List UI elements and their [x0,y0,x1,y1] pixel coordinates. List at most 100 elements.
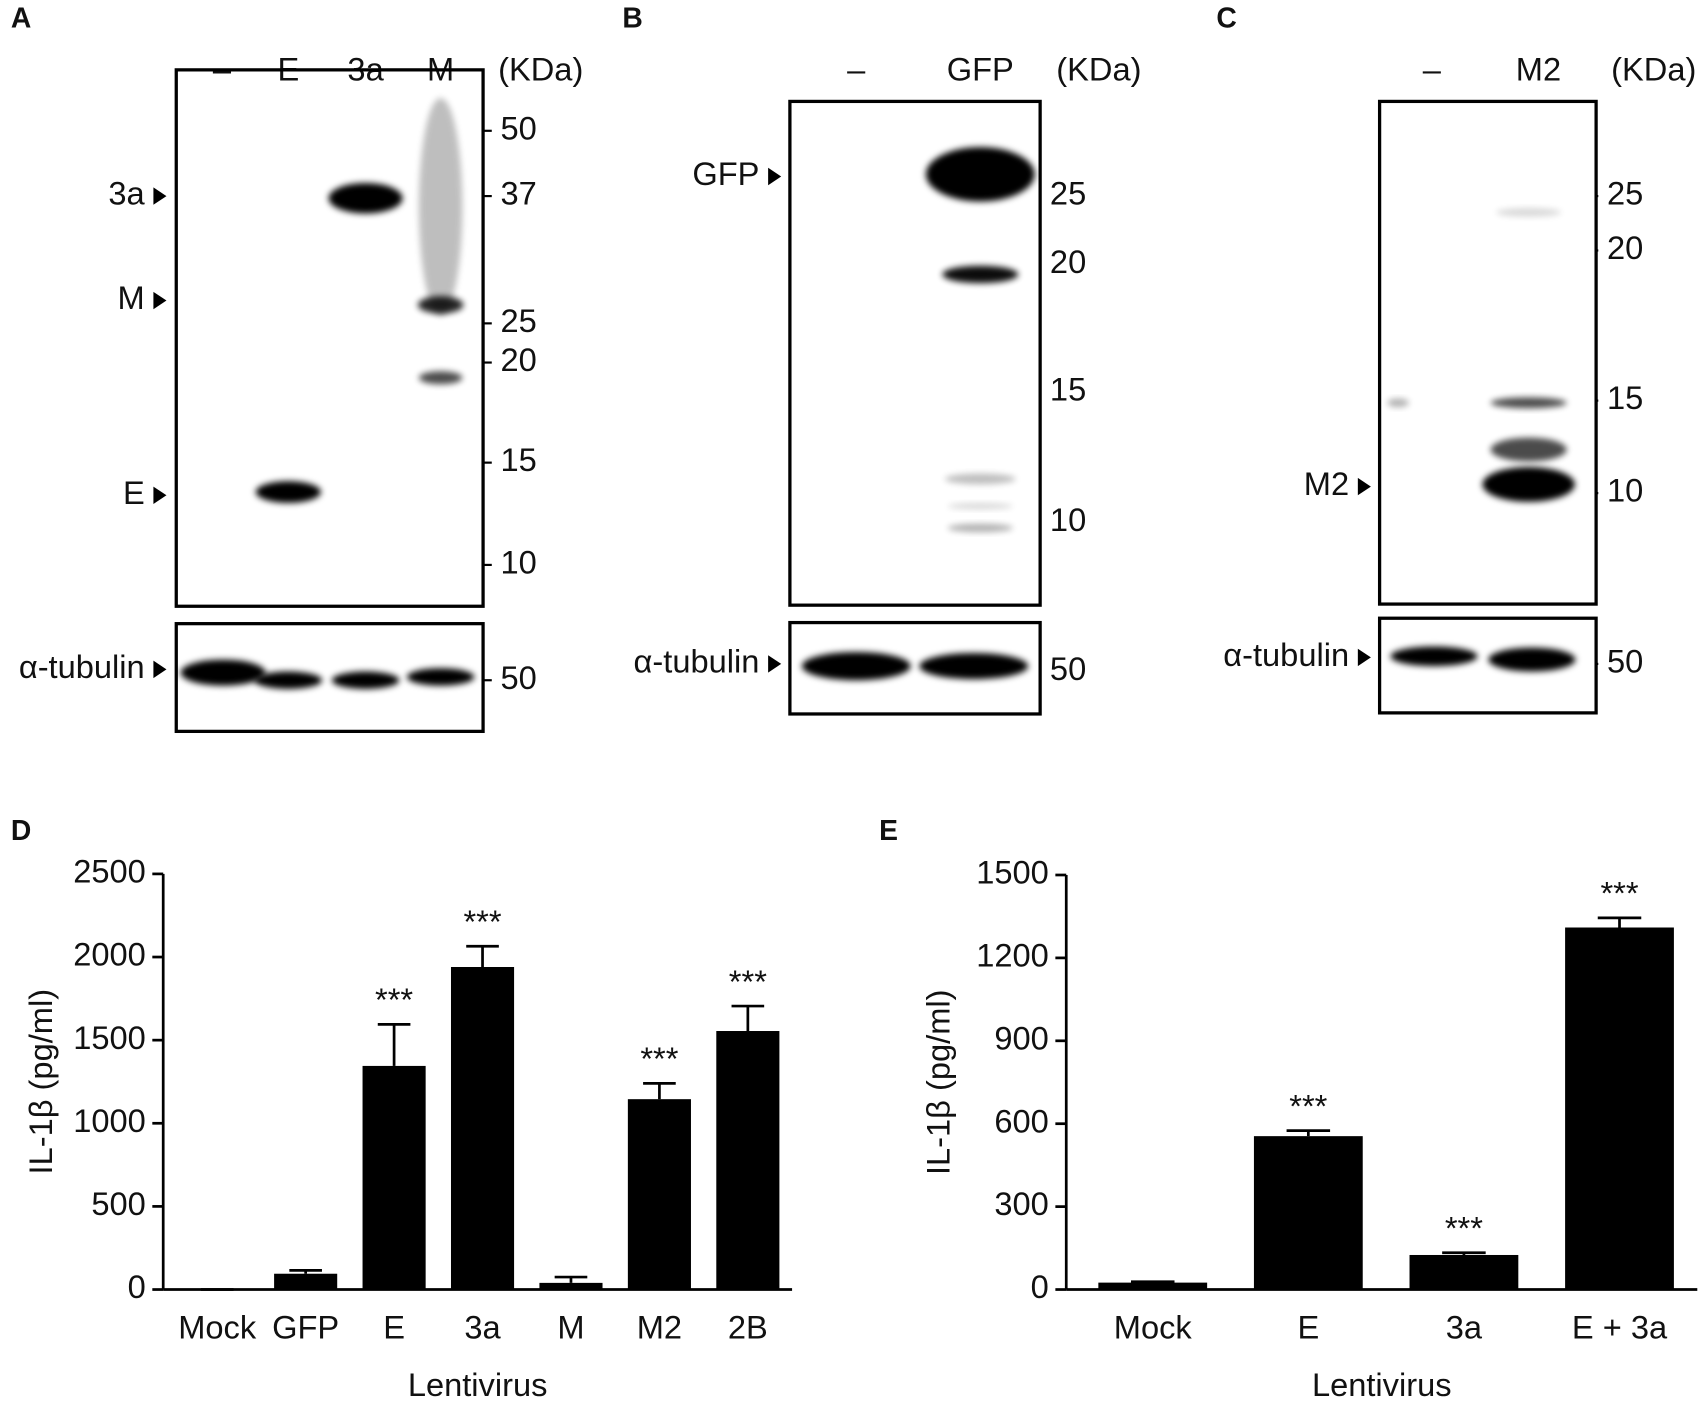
bar [1253,1136,1363,1290]
significance: *** [1600,875,1638,912]
significance: *** [463,903,501,940]
band [1496,208,1562,217]
marker-label: 15 [1050,371,1086,408]
error-bar [1130,1280,1175,1284]
arrowhead [768,655,782,673]
band [801,651,911,681]
error-bar [289,1269,322,1274]
marker-label: 50 [500,109,536,146]
y-tick-label: 0 [1031,1268,1049,1305]
arrow-label: GFP [692,155,759,192]
bar [274,1273,338,1290]
arrowhead [1357,477,1371,496]
lane-label: M2 [1516,51,1561,88]
x-tick-label: E [383,1308,405,1345]
x-axis-title: Lentivirus [1312,1366,1452,1403]
error-bar [643,1082,676,1100]
error-bar [466,944,499,968]
bar [362,1065,426,1290]
panel-letter: E [879,814,898,846]
band [1390,646,1478,667]
x-tick-label: M [557,1308,584,1345]
arrowhead [153,187,167,205]
arrow-label: α-tubulin [634,643,760,680]
y-axis-title: IL-1β (pg/ml) [22,989,59,1175]
y-tick-label: 600 [994,1102,1048,1139]
marker-label: 10 [500,544,536,581]
lane-label: – [847,51,866,88]
x-tick-label: GFP [272,1308,339,1345]
x-tick-label: E + 3a [1572,1308,1668,1345]
band [1387,398,1409,408]
x-tick-label: Mock [1114,1308,1193,1345]
x-tick-label: 2B [728,1308,768,1345]
marker-label: 20 [500,341,536,378]
y-tick-label: 0 [128,1268,146,1305]
error-bar [731,1004,765,1032]
band [418,371,463,385]
y-tick-label: 1200 [976,937,1049,974]
panel-letter: A [11,1,31,33]
y-tick-label: 300 [994,1185,1048,1222]
marker-label: 25 [1050,175,1086,212]
band [254,671,323,689]
error-bar [1286,1129,1331,1137]
band [406,668,475,686]
x-tick-label: 3a [464,1308,501,1345]
bar [716,1031,780,1290]
arrow-label: α-tubulin [19,648,145,685]
marker-label: 15 [500,441,536,478]
band [1488,647,1576,672]
marker-label: 25 [1607,175,1643,212]
arrowhead [1357,648,1371,667]
bar [1098,1282,1208,1290]
band [255,481,321,503]
x-tick-label: E [1297,1308,1319,1345]
band [1490,397,1567,409]
significance: *** [729,963,767,1000]
panel-letter: D [11,814,31,846]
marker-label: 50 [1607,643,1643,680]
blot-frame [1377,616,1598,715]
bar [539,1282,603,1290]
arrow-label: α-tubulin [1223,636,1349,673]
arrow-label: E [123,474,145,511]
blot-frame [788,620,1042,716]
y-tick-label: 500 [91,1185,145,1222]
marker-label: 10 [1050,501,1086,538]
band [331,671,400,689]
band [947,523,1013,533]
band [418,98,463,316]
x-tick-label: Mock [178,1308,257,1345]
y-tick-label: 1500 [73,1019,146,1056]
arrowhead [153,660,167,679]
error-bar [1597,916,1642,928]
error-bar [1442,1251,1486,1255]
significance: *** [1289,1087,1327,1124]
blot-frame [788,99,1042,607]
bar [450,967,515,1290]
marker-label: 37 [500,175,536,212]
y-axis-title: IL-1β (pg/ml) [920,989,957,1175]
marker-label: 50 [500,659,536,696]
y-tick-label: 2500 [73,853,146,890]
panel-letter: B [622,1,642,33]
band [919,653,1029,680]
arrowhead [153,486,167,504]
band [180,659,266,686]
arrow-label: M [118,279,145,316]
x-tick-label: 3a [1446,1308,1483,1345]
arrow-label: M2 [1304,465,1349,502]
significance: *** [640,1040,678,1077]
y-tick-label: 2000 [73,936,146,973]
marker-label: 10 [1607,472,1643,509]
x-tick-label: M2 [637,1308,682,1345]
marker-label: 50 [1050,650,1086,687]
significance: *** [1445,1210,1483,1247]
marker-label: 20 [1607,229,1643,266]
x-axis-title: Lentivirus [408,1366,548,1403]
unit-label: (KDa) [1611,51,1696,88]
band [328,183,403,214]
